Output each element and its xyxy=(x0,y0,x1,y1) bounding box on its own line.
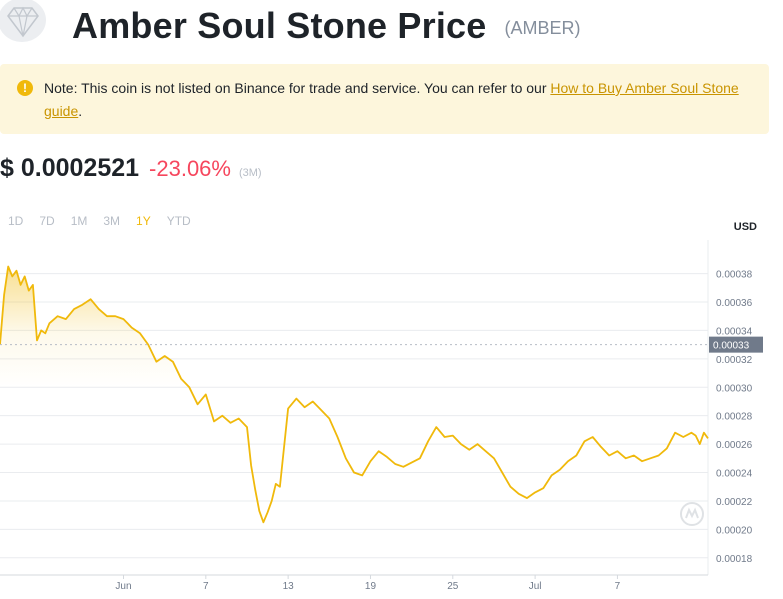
title-row: Amber Soul Stone Price (AMBER) xyxy=(72,0,581,52)
how-to-buy-guide-link[interactable]: How to Buy Amber Soul Stone guide xyxy=(44,80,739,119)
price-change: -23.06% xyxy=(149,156,231,181)
price-area-fill xyxy=(0,266,708,572)
reference-label-badge xyxy=(709,336,763,353)
x-tick-label: Jun xyxy=(115,581,131,592)
time-range-tabs: 1D 7D 1M 3M 1Y YTD xyxy=(0,214,199,228)
x-tick-label: 7 xyxy=(203,581,209,592)
price-chart[interactable]: USD 0.000380.000360.000340.000320.000300… xyxy=(0,215,783,599)
reference-label: 0.00033 xyxy=(713,341,750,352)
y-tick-label: 0.00018 xyxy=(716,554,753,565)
page-title: Amber Soul Stone Price xyxy=(72,5,487,46)
range-tab-3m[interactable]: 3M xyxy=(103,214,121,228)
y-tick-label: 0.00036 xyxy=(716,298,753,309)
y-tick-label: 0.00038 xyxy=(716,270,753,281)
range-tab-1m[interactable]: 1M xyxy=(70,214,88,228)
range-tab-1d[interactable]: 1D xyxy=(8,214,24,228)
info-icon: ! xyxy=(17,80,33,96)
y-axis-unit: USD xyxy=(734,221,757,233)
range-tab-7d[interactable]: 7D xyxy=(39,214,55,228)
y-tick-label: 0.00024 xyxy=(716,469,753,480)
x-tick-label: 19 xyxy=(365,581,377,592)
current-price: $ 0.0002521 xyxy=(0,154,140,182)
ticker-symbol: (AMBER) xyxy=(504,17,581,38)
note-suffix: . xyxy=(78,103,83,119)
range-tab-ytd[interactable]: YTD xyxy=(166,214,191,228)
y-tick-label: 0.00030 xyxy=(716,383,753,394)
x-tick-label: Jul xyxy=(529,581,542,592)
range-tab-1y[interactable]: 1Y xyxy=(136,214,151,228)
gem-logo-icon xyxy=(0,0,46,42)
x-tick-label: 7 xyxy=(615,581,621,592)
x-tick-label: 25 xyxy=(447,581,459,592)
watermark-logo-icon xyxy=(680,502,704,526)
y-tick-label: 0.00028 xyxy=(716,412,753,423)
note-text: Note: This coin is not listed on Binance… xyxy=(44,80,551,96)
price-line xyxy=(0,265,709,524)
reference-price-line: 0.00033 xyxy=(0,336,763,353)
change-period: (3M) xyxy=(238,167,262,179)
coin-logo xyxy=(0,0,48,48)
y-tick-label: 0.00034 xyxy=(716,326,753,337)
x-axis: Jun 7 13 19 25 Jul 7 xyxy=(0,574,708,592)
y-axis: 0.00038 0.00036 0.00034 0.00032 0.00030 0.000… xyxy=(707,240,753,575)
y-tick-label: 0.00026 xyxy=(716,440,753,451)
y-tick-label: 0.00022 xyxy=(716,497,753,508)
y-tick-label: 0.00032 xyxy=(716,355,753,366)
listing-note-banner: ! Note: This coin is not listed on Binan… xyxy=(0,64,769,134)
y-tick-label: 0.00020 xyxy=(716,525,753,536)
price-row: $ 0.0002521 -23.06% (3M) xyxy=(0,154,262,188)
x-tick-label: 13 xyxy=(283,581,295,592)
